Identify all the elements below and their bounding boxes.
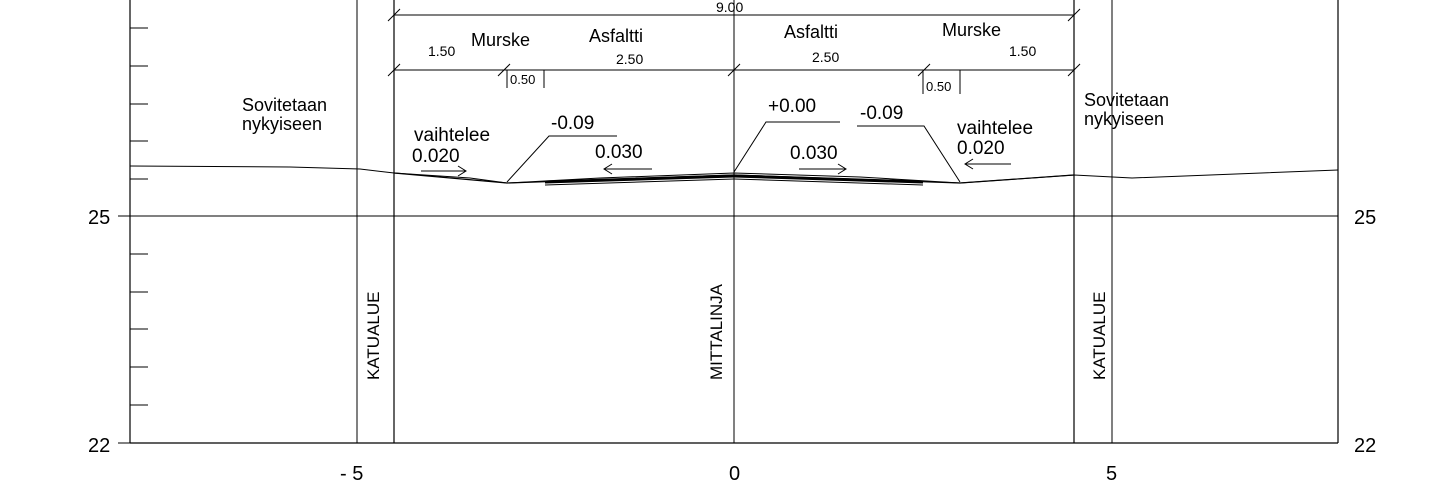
left-asfaltti-width: 2.50 xyxy=(616,51,643,67)
right-gap-width: 0.50 xyxy=(926,79,951,94)
x-label-5: 5 xyxy=(1106,463,1117,485)
centerline-elevation-leader xyxy=(733,121,840,173)
right-inner-slope-arrow xyxy=(799,163,847,175)
y-label-left-25: 25 xyxy=(88,207,110,229)
right-varies-label: vaihtelee xyxy=(957,118,1033,139)
left-axis-ticks xyxy=(118,27,148,444)
y-label-left-22: 22 xyxy=(88,435,110,457)
left-outer-slope: 0.020 xyxy=(412,146,460,167)
left-asfaltti-label: Asfaltti xyxy=(589,26,643,46)
right-edge-elevation-leader xyxy=(857,125,961,183)
layer-width-dimension xyxy=(387,63,1081,94)
centerline-elevation: +0.00 xyxy=(768,96,816,117)
left-inner-slope-arrow xyxy=(603,163,652,175)
left-inner-slope: 0.030 xyxy=(595,142,643,163)
left-fit-note-line1: Sovitetaan xyxy=(242,95,327,115)
right-inner-slope: 0.030 xyxy=(790,143,838,164)
right-pavement-layer xyxy=(733,174,924,184)
total-width-dimension: 9.00 xyxy=(387,0,1081,22)
x-label-0: 0 xyxy=(729,463,740,485)
right-outer-slope-arrow xyxy=(964,158,1011,170)
left-gap-width: 0.50 xyxy=(510,72,535,87)
right-asfaltti-width: 2.50 xyxy=(812,49,839,65)
right-asfaltti-label: Asfaltti xyxy=(784,22,838,42)
left-outer-slope-arrow xyxy=(421,165,467,177)
right-fit-note-line1: Sovitetaan xyxy=(1084,90,1169,110)
measurement-line-label: MITTALINJA xyxy=(707,283,726,380)
right-outer-slope: 0.020 xyxy=(957,138,1005,159)
right-murske-label: Murske xyxy=(942,20,1001,40)
left-edge-elevation-leader xyxy=(506,135,617,183)
left-murske-width: 1.50 xyxy=(428,43,455,59)
right-pavement-layer-base xyxy=(733,178,924,186)
left-murske-label: Murske xyxy=(471,30,530,50)
y-label-right-22: 22 xyxy=(1354,435,1376,457)
x-label-minus-5: - 5 xyxy=(340,463,363,485)
total-width-value: 9.00 xyxy=(716,0,743,15)
left-edge-elevation: -0.09 xyxy=(551,113,594,134)
right-murske-width: 1.50 xyxy=(1009,43,1036,59)
left-pavement-layer xyxy=(544,174,735,184)
right-edge-elevation: -0.09 xyxy=(860,103,903,124)
left-fit-note-line2: nykyiseen xyxy=(242,114,322,134)
right-fit-note-line2: nykyiseen xyxy=(1084,109,1164,129)
y-label-right-25: 25 xyxy=(1354,207,1376,229)
left-pavement-layer-base xyxy=(544,178,735,186)
left-varies-label: vaihtelee xyxy=(414,125,490,146)
street-area-label-right: KATUALUE xyxy=(1090,292,1109,381)
street-area-label-left: KATUALUE xyxy=(364,292,383,381)
design-surface-line xyxy=(393,172,1075,184)
